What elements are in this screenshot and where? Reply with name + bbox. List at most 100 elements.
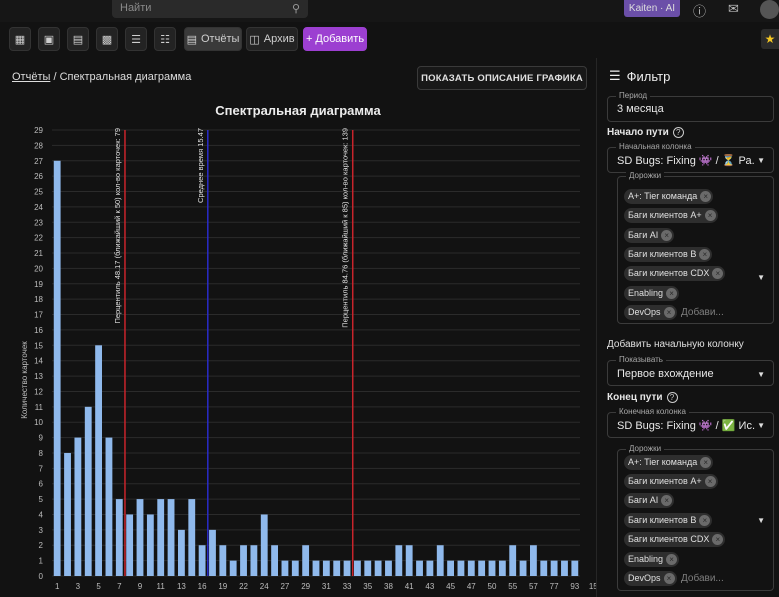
y-tick-label: 7 — [39, 464, 44, 473]
chevron-down-icon[interactable]: ▼ — [757, 421, 765, 430]
lane-chip[interactable]: Баги клиентов B × — [624, 513, 713, 528]
view-card-button[interactable]: ▣ — [38, 27, 60, 51]
breadcrumb-current: Спектральная диаграмма — [59, 71, 192, 83]
y-tick-label: 10 — [34, 418, 43, 427]
lane-chip[interactable]: Баги клиентов A+ × — [624, 474, 718, 489]
y-tick-label: 22 — [34, 234, 43, 243]
start-lanes-select[interactable]: Дорожки ▼ — [617, 171, 774, 324]
top-bar: Найти ⚲ Kaiten · AI ⓘ ✉ — [0, 0, 779, 22]
bar — [281, 560, 289, 576]
bar — [84, 406, 92, 576]
archive-button[interactable]: ◫ Архив — [246, 27, 298, 51]
start-column-select[interactable]: Начальная колонка SD Bugs: Fixing 👾 / ⏳ … — [607, 142, 774, 173]
view-board-button[interactable]: ▦ — [9, 27, 31, 51]
chevron-down-icon[interactable]: ▼ — [757, 273, 765, 282]
y-tick-label: 8 — [39, 449, 44, 458]
path-start-help-icon[interactable]: ? — [672, 127, 684, 138]
y-tick-label: 14 — [34, 357, 43, 366]
close-icon[interactable]: × — [699, 249, 711, 260]
lane-chip[interactable]: Баги клиентов A+ × — [624, 208, 718, 223]
path-start-label: Начало пути — [607, 127, 669, 138]
chevron-down-icon[interactable]: ▼ — [757, 156, 765, 165]
start-lanes-label: Дорожки — [626, 171, 665, 180]
close-icon[interactable]: × — [700, 191, 712, 202]
board-icon: ▦ — [14, 33, 26, 46]
lane-chip[interactable]: Баги AI × — [624, 493, 675, 508]
lane-chip[interactable]: Enabling × — [624, 552, 680, 567]
y-tick-label: 3 — [39, 526, 44, 535]
end-lanes-select[interactable]: Дорожки ▼ — [617, 444, 774, 591]
lane-chip[interactable]: DevOps × — [624, 571, 677, 586]
close-icon[interactable]: × — [666, 554, 678, 565]
chevron-down-icon[interactable]: ▼ — [757, 516, 765, 525]
y-tick-label: 20 — [34, 264, 43, 273]
help-icon[interactable]: ⓘ — [693, 4, 707, 19]
bar — [343, 560, 351, 576]
bar — [136, 499, 144, 576]
x-tick-label: 9 — [138, 582, 143, 591]
bar — [405, 545, 413, 576]
bar — [95, 345, 103, 576]
add-button[interactable]: + Добавить — [303, 27, 367, 51]
end-lanes-add-input[interactable]: Добави... — [681, 573, 724, 584]
avatar[interactable] — [760, 0, 779, 19]
add-start-column-link[interactable]: Добавить начальную колонку — [607, 339, 744, 350]
start-lanes-add-input[interactable]: Добави... — [681, 307, 724, 318]
close-icon[interactable]: × — [712, 268, 724, 279]
reports-button[interactable]: ▤ Отчёты — [184, 27, 242, 51]
search-icon[interactable]: ⚲ — [291, 3, 300, 15]
x-tick-label: 13 — [177, 582, 186, 591]
timeline-icon: ▤ — [72, 33, 84, 46]
close-icon[interactable]: × — [663, 573, 675, 584]
star-icon[interactable]: ★ — [761, 29, 779, 49]
show-select[interactable]: Показывать Первое вхождение ▼ — [607, 355, 774, 386]
close-icon[interactable]: × — [712, 534, 724, 545]
start-column-label: Начальная колонка — [616, 142, 695, 151]
chevron-down-icon[interactable]: ▼ — [757, 370, 765, 379]
period-select[interactable]: Период 3 месяца — [607, 91, 774, 122]
filter-icon: ☰ — [609, 68, 621, 83]
lane-chip[interactable]: A+: Tier команда × — [624, 455, 714, 470]
lane-chip-label: Баги AI — [628, 495, 659, 505]
kaiten-ai-button[interactable]: Kaiten · AI — [624, 0, 680, 17]
lane-chip[interactable]: A+: Tier команда × — [624, 189, 714, 204]
lane-chip[interactable]: Enabling × — [624, 286, 680, 301]
close-icon[interactable]: × — [661, 495, 673, 506]
bar — [291, 560, 299, 576]
close-icon[interactable]: × — [700, 457, 712, 468]
lane-chip[interactable]: Баги клиентов B × — [624, 247, 713, 262]
lane-chip[interactable]: Баги клиентов CDX × — [624, 532, 726, 547]
period-label: Период — [616, 91, 651, 100]
x-tick-label: 55 — [508, 582, 517, 591]
view-timeline-button[interactable]: ▤ — [67, 27, 89, 51]
search-input[interactable]: Найти ⚲ — [112, 0, 308, 18]
path-end-heading: Конец пути ? — [607, 392, 678, 403]
bar — [561, 560, 568, 576]
breadcrumb-reports-link[interactable]: Отчёты — [12, 71, 51, 83]
path-end-help-icon[interactable]: ? — [666, 392, 678, 403]
x-tick-label: 31 — [322, 582, 331, 591]
archive-label: Архив — [263, 33, 295, 45]
archive-icon: ◫ — [249, 33, 260, 46]
close-icon[interactable]: × — [666, 288, 678, 299]
chart-x-ticks: 1 3 5 7 9 11 13 16 19 22 24 27 29 31 33 35 38 41 43 45 47 50 5… — [55, 582, 603, 591]
lane-chip[interactable]: DevOps × — [624, 305, 677, 320]
mail-icon[interactable]: ✉ — [728, 1, 739, 16]
bar — [157, 499, 165, 576]
lane-chip[interactable]: Баги клиентов CDX × — [624, 266, 726, 281]
chart-svg: Спектральная диаграмма Количество карточ… — [20, 103, 603, 591]
view-table-button[interactable]: ▩ — [96, 27, 118, 51]
bar — [478, 560, 486, 576]
close-icon[interactable]: × — [661, 230, 673, 241]
end-column-select[interactable]: Конечная колонка SD Bugs: Fixing 👾 / ✅ И… — [607, 407, 774, 438]
y-tick-label: 28 — [34, 141, 43, 150]
close-icon[interactable]: × — [699, 515, 711, 526]
chart-reference-lines: Перцентиль 48.17 (ближайший к 50) кол-во… — [113, 128, 354, 576]
view-list-button[interactable]: ☰ — [125, 27, 147, 51]
close-icon[interactable]: × — [663, 307, 675, 318]
lane-chip[interactable]: Баги AI × — [624, 228, 675, 243]
show-chart-description-button[interactable]: ПОКАЗАТЬ ОПИСАНИЕ ГРАФИКА — [417, 66, 587, 90]
view-calendar-button[interactable]: ☷ — [154, 27, 176, 51]
close-icon[interactable]: × — [704, 476, 716, 487]
close-icon[interactable]: × — [704, 210, 716, 221]
